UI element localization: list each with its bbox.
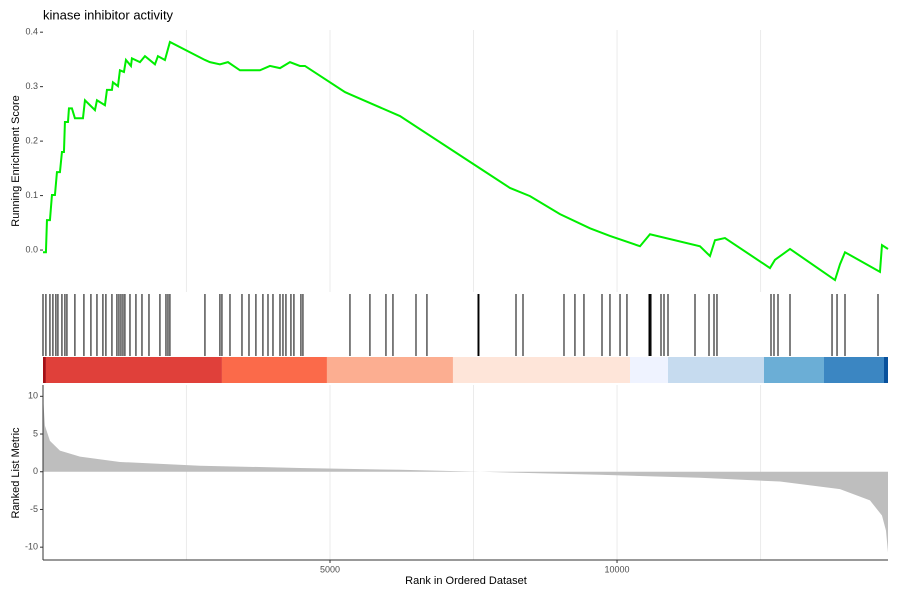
chart-title: kinase inhibitor activity [43,7,174,22]
y-tick-label: 0.4 [25,27,38,37]
y-tick-label: 0.1 [25,190,38,200]
y-tick-label: 0.0 [25,244,38,254]
rank-band [452,357,631,383]
y-tick-label: -5 [30,504,38,514]
rank-band [326,357,453,383]
rank-band [763,357,824,383]
rank-band [221,357,327,383]
rank-band [630,357,669,383]
y-tick-label: -10 [25,542,38,552]
x-tick-label: 10000 [605,564,630,574]
rank-band [668,357,764,383]
y-tick-label: 0.2 [25,135,38,145]
rank-band [823,357,884,383]
y-tick-label: 5 [33,428,38,438]
y-tick-label: 10 [28,391,38,401]
running-score-line [43,40,889,282]
y-tick-label: 0.3 [25,81,38,91]
rank-band [43,357,46,383]
y-tick-label: 0 [33,466,38,476]
rank-band [883,357,888,383]
rank-band [45,357,222,383]
ranked-metric-area [43,396,888,553]
y-axis-label: Ranked List Metric [10,427,22,519]
x-axis-label: Rank in Ordered Dataset [405,575,527,587]
y-axis-label: Running Enrichment Score [10,95,22,226]
x-tick-label: 5000 [320,564,340,574]
